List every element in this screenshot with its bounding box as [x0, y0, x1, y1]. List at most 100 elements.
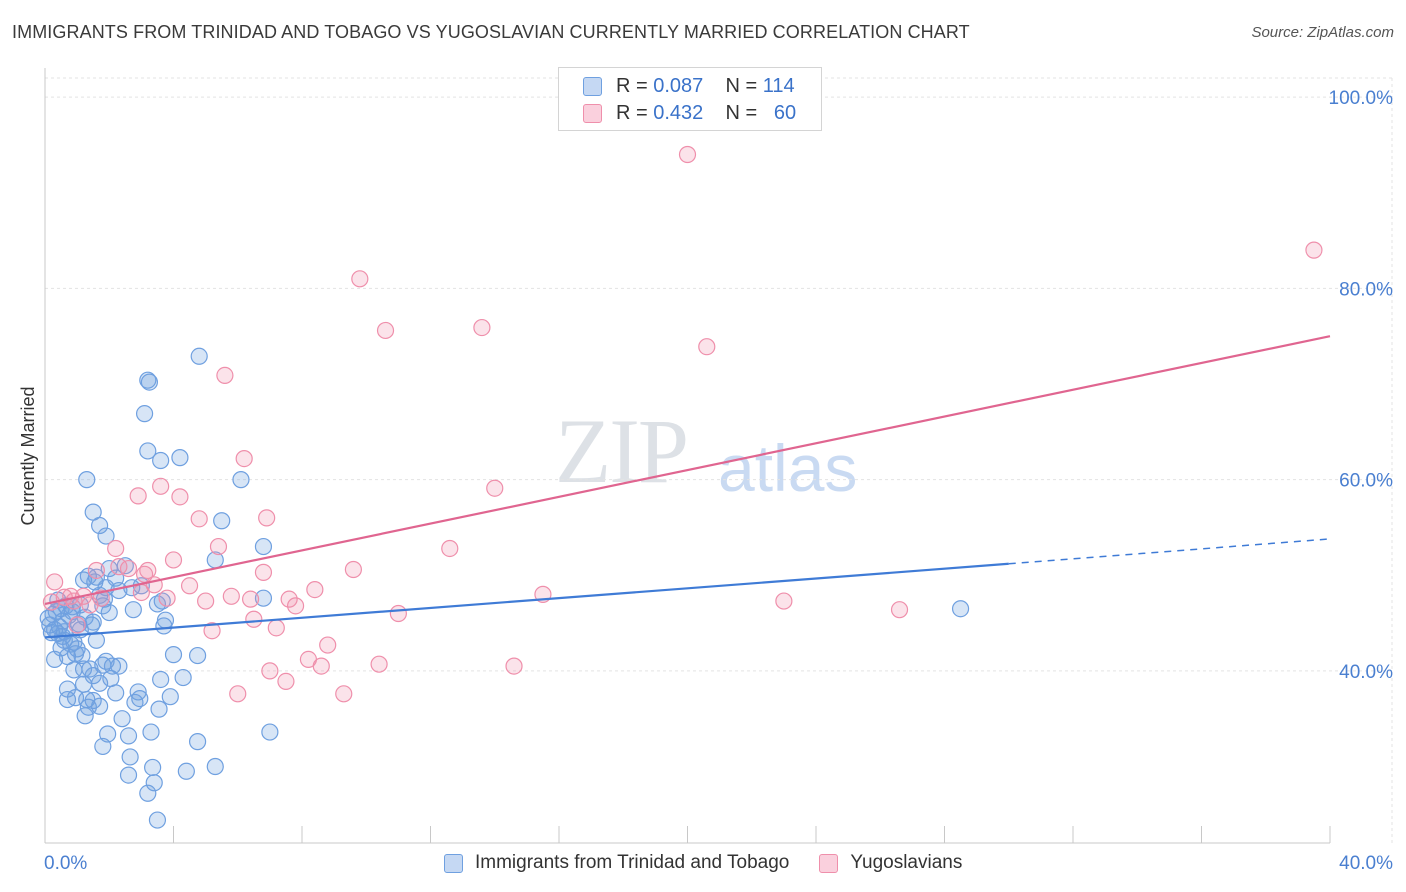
y-tick-label: 60.0% — [1339, 471, 1393, 492]
point-trinidad — [87, 631, 106, 649]
point-yugoslavian — [254, 563, 273, 581]
point-yugoslavian — [678, 145, 697, 164]
legend-r-value: 0.087 — [653, 74, 704, 97]
chart-source: Source: ZipAtlas.com — [1251, 24, 1394, 41]
point-trinidad — [164, 646, 183, 664]
point-yugoslavian — [261, 662, 279, 680]
point-yugoslavian — [441, 539, 459, 558]
point-yugoslavian — [164, 551, 183, 569]
point-yugoslavian — [245, 610, 263, 628]
point-trinidad — [91, 516, 109, 535]
point-yugoslavian — [486, 479, 504, 497]
point-trinidad — [119, 727, 138, 745]
point-trinidad — [103, 657, 122, 675]
point-trinidad — [188, 733, 207, 751]
point-trinidad — [139, 442, 157, 460]
point-yugoslavian — [505, 657, 523, 675]
point-yugoslavian — [190, 510, 208, 528]
watermark-atlas: atlas — [718, 431, 858, 505]
legend-row-blue: R = 0.087 N = 114 — [583, 74, 795, 98]
point-yugoslavian — [152, 477, 170, 495]
point-trinidad — [135, 405, 154, 423]
point-yugoslavian — [280, 590, 298, 608]
legend-swatch-blue — [583, 76, 602, 96]
point-yugoslavian — [107, 539, 125, 558]
point-trinidad — [107, 684, 125, 702]
legend-label-trinidad: Immigrants from Trinidad and Tobago — [475, 852, 790, 873]
point-trinidad — [171, 449, 189, 467]
legend-n-value: 60 — [773, 101, 797, 124]
point-trinidad — [153, 592, 171, 610]
legend-swatch-pink — [819, 853, 839, 873]
point-trinidad — [91, 697, 109, 715]
point-yugoslavian — [229, 685, 247, 703]
point-trinidad — [254, 589, 273, 607]
point-yugoslavian — [87, 561, 106, 580]
point-yugoslavian — [277, 672, 295, 690]
point-trinidad — [113, 710, 131, 728]
point-yugoslavian — [46, 573, 64, 591]
point-trinidad — [188, 646, 207, 665]
point-trinidad — [261, 723, 279, 741]
point-yugoslavian — [1305, 241, 1323, 259]
point-trinidad — [84, 691, 102, 710]
point-trinidad — [155, 617, 173, 635]
point-trinidad — [152, 670, 170, 689]
point-yugoslavian — [139, 561, 157, 580]
point-yugoslavian — [306, 580, 324, 599]
point-trinidad — [150, 700, 168, 718]
y-tick-label: 100.0% — [1329, 88, 1394, 109]
trendline-yugoslavians — [44, 335, 1331, 606]
legend-item-trinidad[interactable]: Immigrants from Trinidad and Tobago — [444, 852, 789, 874]
point-trinidad — [951, 600, 970, 618]
point-trinidad — [142, 723, 160, 741]
point-yugoslavian — [197, 592, 215, 610]
point-trinidad — [140, 373, 159, 391]
point-trinidad — [161, 688, 179, 706]
point-trinidad — [148, 595, 167, 613]
y-tick-label: 80.0% — [1339, 279, 1393, 300]
point-trinidad — [126, 693, 144, 712]
legend-item-yugoslavians[interactable]: Yugoslavians — [819, 852, 962, 874]
legend-r-value: 0.432 — [653, 101, 704, 124]
point-yugoslavian — [258, 509, 276, 527]
legend-n-label: N = — [725, 74, 758, 97]
point-yugoslavian — [129, 487, 147, 505]
point-yugoslavian — [203, 622, 221, 640]
point-yugoslavian — [242, 590, 260, 608]
point-trinidad — [124, 601, 142, 619]
point-yugoslavian — [370, 655, 388, 673]
point-yugoslavian — [267, 619, 285, 637]
point-yugoslavian — [158, 589, 176, 607]
point-yugoslavian — [698, 338, 716, 356]
point-trinidad — [232, 471, 250, 489]
point-yugoslavian — [351, 270, 369, 288]
legend-label-yugoslavians: Yugoslavians — [850, 852, 963, 873]
watermark-zip: ZIP — [555, 400, 689, 502]
legend-n-value: 114 — [762, 74, 795, 97]
point-yugoslavian — [389, 604, 407, 623]
chart-title: IMMIGRANTS FROM TRINIDAD AND TOBAGO VS Y… — [12, 22, 970, 42]
point-yugoslavian — [335, 685, 353, 703]
series-legend: Immigrants from Trinidad and Tobago Yugo… — [444, 852, 992, 874]
point-trinidad — [145, 774, 163, 792]
point-yugoslavian — [473, 318, 491, 337]
point-trinidad — [148, 811, 167, 829]
point-trinidad — [73, 646, 91, 665]
legend-r-label: R = — [616, 74, 648, 97]
trendline-trinidad — [44, 562, 1009, 639]
legend-swatch-blue — [444, 853, 463, 873]
point-trinidad — [100, 603, 118, 622]
point-trinidad — [91, 674, 109, 692]
point-trinidad — [206, 757, 224, 776]
point-yugoslavian — [119, 559, 138, 578]
stats-legend: R = 0.087 N = 114 R = 0.432 N = 60 — [558, 67, 822, 131]
point-trinidad — [254, 537, 273, 556]
point-trinidad — [152, 451, 170, 470]
point-trinidad — [174, 668, 192, 687]
point-trinidad — [121, 748, 139, 766]
x-tick-label: 40.0% — [1339, 853, 1393, 874]
point-trinidad — [213, 512, 231, 530]
point-trinidad — [74, 660, 93, 678]
point-yugoslavian — [171, 488, 189, 506]
